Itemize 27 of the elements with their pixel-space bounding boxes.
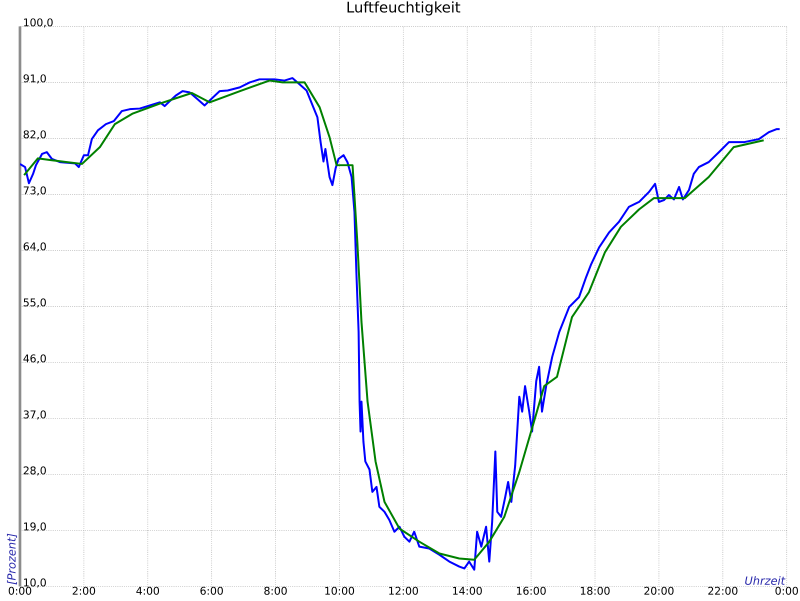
y-tick-label: 37,0 bbox=[24, 410, 46, 420]
x-tick-label: 0:00 bbox=[8, 586, 32, 595]
y-tick-label: 28,0 bbox=[24, 466, 46, 476]
x-tick-label: 2:00 bbox=[72, 586, 96, 595]
y-tick-label: 55,0 bbox=[24, 298, 46, 308]
chart-title: Luftfeuchtigkeit bbox=[348, 1, 460, 16]
x-tick-label: 0:00 bbox=[775, 586, 798, 595]
y-tick-label: 82,0 bbox=[24, 130, 46, 140]
x-tick-label: 14:00 bbox=[453, 586, 482, 595]
y-tick-label: 73,0 bbox=[24, 186, 46, 196]
y-tick-label: 91,0 bbox=[24, 74, 46, 84]
x-axis-title: Uhrzeit bbox=[745, 576, 786, 585]
y-tick-label: 19,0 bbox=[24, 522, 46, 532]
y-tick-label: 64,0 bbox=[24, 242, 46, 252]
x-tick-label: 10:00 bbox=[325, 586, 354, 595]
x-tick-label: 20:00 bbox=[644, 586, 674, 595]
y-tick-label: 100,0 bbox=[24, 18, 53, 28]
x-tick-label: 8:00 bbox=[264, 586, 287, 595]
x-tick-label: 4:00 bbox=[136, 586, 160, 595]
y-tick-label: 46,0 bbox=[23, 354, 46, 364]
x-tick-label: 18:00 bbox=[580, 586, 610, 595]
x-tick-label: 6:00 bbox=[200, 586, 223, 595]
x-tick-label: 22:00 bbox=[708, 586, 738, 595]
y-axis-title: [Prozent] bbox=[6, 533, 18, 584]
x-tick-label: 16:00 bbox=[516, 586, 546, 595]
x-tick-label: 12:00 bbox=[389, 586, 418, 595]
y-tick-label: 10,0 bbox=[24, 578, 46, 588]
